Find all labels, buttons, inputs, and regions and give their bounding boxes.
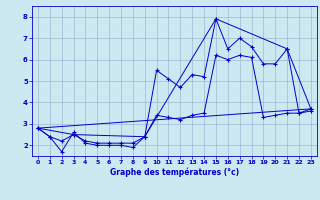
X-axis label: Graphe des températures (°c): Graphe des températures (°c) bbox=[110, 168, 239, 177]
